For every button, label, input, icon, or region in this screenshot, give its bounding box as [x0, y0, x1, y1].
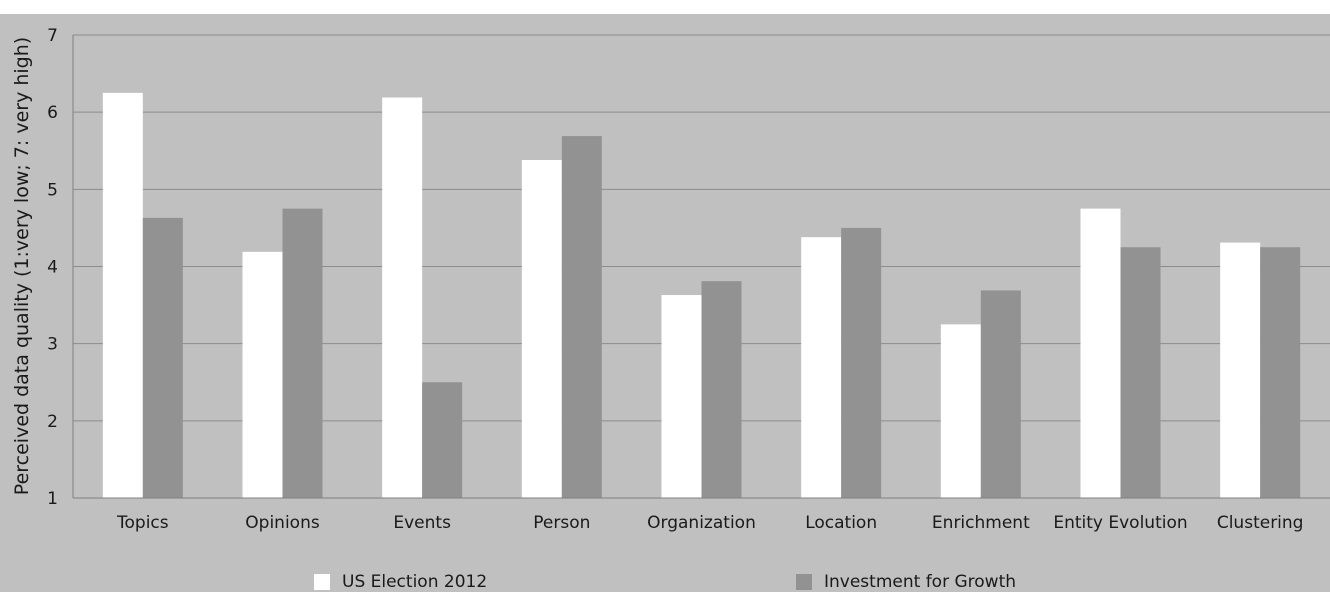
- y-tick-label: 7: [47, 26, 58, 46]
- y-tick-label: 2: [47, 412, 58, 432]
- y-tick-label: 6: [47, 103, 58, 123]
- legend-label: Investment for Growth: [824, 572, 1017, 592]
- x-tick-label: Entity Evolution: [1053, 513, 1187, 533]
- bar-us-election: [1080, 208, 1121, 498]
- legend-item-investment-for-growth: Investment for Growth: [796, 572, 1016, 592]
- bar-investment-for-growth: [282, 208, 323, 498]
- axes: 1 2 3 4 5 6 7 Topics Opinions Events Person Organiz…: [47, 26, 1330, 533]
- bar-us-election: [661, 295, 702, 498]
- legend-swatch-white: [314, 574, 330, 590]
- bar-investment-for-growth: [1120, 247, 1161, 498]
- bar-us-election: [940, 324, 981, 498]
- bar-us-election: [382, 97, 423, 498]
- bar-investment-for-growth: [841, 227, 882, 498]
- x-tick-label: Topics: [116, 513, 169, 533]
- x-tick-label: Opinions: [245, 513, 320, 533]
- bar-us-election: [521, 160, 562, 498]
- bar-investment-for-growth: [980, 290, 1021, 498]
- x-tick-label: Person: [533, 513, 590, 533]
- bar-investment-for-growth: [1260, 247, 1301, 498]
- y-tick-label: 1: [47, 489, 58, 509]
- bar-investment-for-growth: [701, 281, 742, 498]
- bar-us-election: [801, 237, 842, 498]
- legend-swatch-gray: [796, 574, 812, 590]
- bar-us-election: [1220, 242, 1261, 498]
- y-tick-label: 3: [47, 335, 58, 355]
- y-tick-label: 4: [47, 258, 58, 278]
- x-tick-label: Organization: [647, 513, 756, 533]
- bar-us-election: [242, 251, 283, 498]
- legend-label: US Election 2012: [342, 572, 488, 592]
- bars: [102, 92, 1301, 499]
- x-tick-label: Enrichment: [932, 513, 1030, 533]
- x-tick-label: Location: [805, 513, 877, 533]
- y-tick-label: 5: [47, 180, 58, 200]
- bar-us-election: [102, 92, 143, 498]
- x-tick-label: Events: [393, 513, 451, 533]
- bar-investment-for-growth: [561, 136, 602, 499]
- legend-item-us-election: US Election 2012: [314, 572, 487, 592]
- y-axis-label: Perceived data quality (1:very low; 7: v…: [11, 37, 33, 495]
- bar-investment-for-growth: [142, 217, 183, 498]
- x-tick-label: Clustering: [1217, 513, 1304, 533]
- bar-investment-for-growth: [422, 382, 463, 498]
